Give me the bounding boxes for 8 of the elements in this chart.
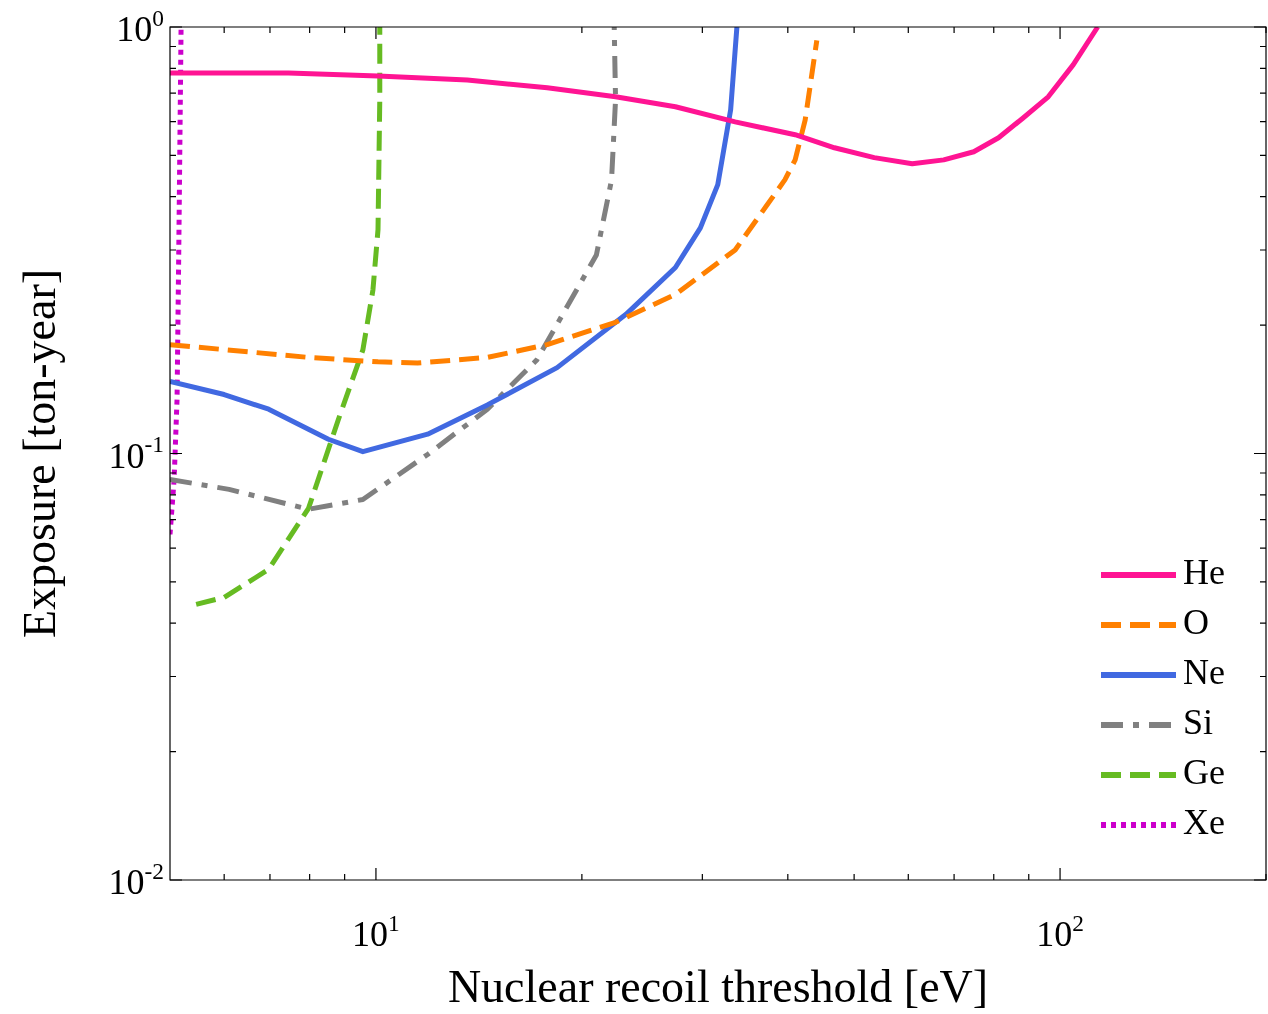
legend-label: He bbox=[1183, 552, 1225, 593]
y-axis-title: Exposure [ton-year] bbox=[14, 268, 65, 639]
legend-label: Ge bbox=[1183, 752, 1225, 793]
legend-label: Si bbox=[1183, 702, 1214, 743]
legend-label: Ne bbox=[1183, 652, 1225, 693]
legend-label: O bbox=[1183, 602, 1209, 643]
x-axis-title: Nuclear recoil threshold [eV] bbox=[447, 961, 989, 1012]
legend-label: Xe bbox=[1183, 802, 1225, 843]
